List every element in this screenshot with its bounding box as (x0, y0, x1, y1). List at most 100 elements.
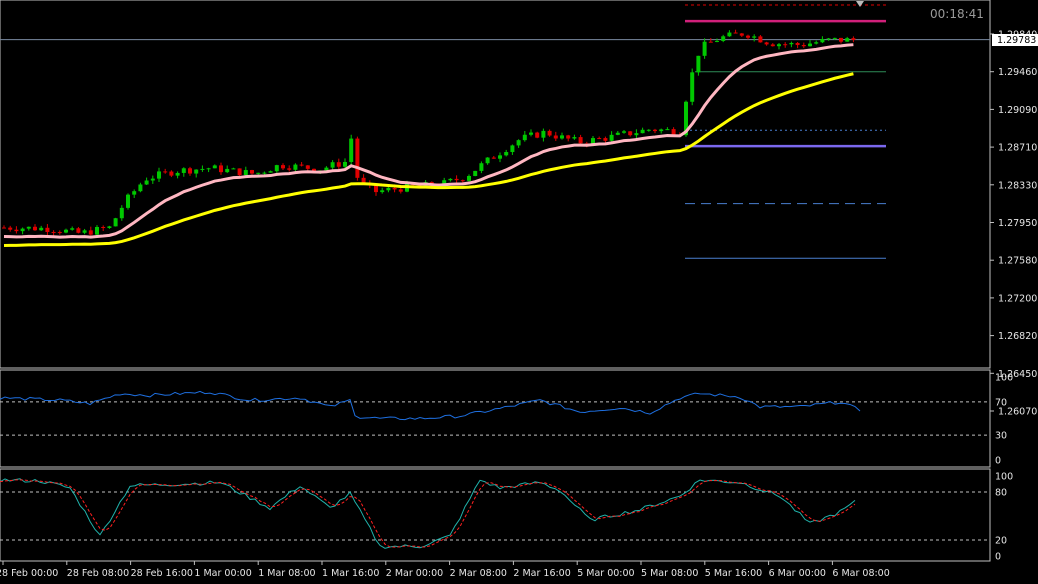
candle-body (126, 194, 130, 208)
price-tick-label: 1.26450 (998, 369, 1037, 380)
candle-body (671, 129, 676, 135)
svg-text:1.29783: 1.29783 (997, 35, 1036, 46)
candle-body (553, 135, 558, 139)
candle-body (188, 168, 192, 174)
stochastic-levels (0, 491, 990, 541)
candle-body (609, 134, 614, 141)
candle-body (82, 230, 87, 233)
horizontal-levels[interactable] (0, 4, 990, 259)
candle-body (293, 164, 298, 170)
moving-average-slow (3, 72, 854, 247)
price-tick-label: 1.27950 (998, 218, 1037, 229)
price-tick-label: 1.27200 (998, 293, 1037, 304)
time-tick-label: 1 Mar 00:00 (194, 568, 251, 579)
price-tick-label: 1.26820 (998, 331, 1037, 342)
candle-body (113, 218, 118, 227)
candle-body (746, 35, 750, 38)
candle-body (653, 129, 657, 132)
candle-body (733, 32, 738, 34)
candle-body (597, 138, 602, 140)
candle-body (770, 44, 775, 47)
shift-marker-icon[interactable] (856, 1, 864, 7)
candle-body (70, 228, 75, 230)
candle-body (206, 168, 211, 170)
candle-body (498, 155, 502, 159)
candle-body (200, 168, 205, 170)
candle-body (684, 101, 688, 136)
candle-body (460, 180, 465, 182)
stochastic-tick-label: 0 (995, 552, 1001, 563)
stochastic-tick-label: 100 (995, 472, 1013, 483)
rsi-tick-label: 100 (995, 373, 1013, 384)
candle-body (57, 232, 62, 234)
candle-body (256, 172, 261, 174)
price-tick-label: 1.28710 (998, 143, 1037, 154)
candle-body (26, 226, 31, 229)
candle-body (76, 228, 81, 233)
price-tick-label: 1.27580 (998, 256, 1037, 267)
candle-body (727, 32, 732, 37)
time-tick-label: 28 Feb 08:00 (67, 568, 129, 579)
candle-body (578, 137, 583, 144)
stochastic-main-line (0, 478, 856, 549)
candle-body (485, 157, 490, 164)
candle-body (287, 168, 292, 170)
candle-body (219, 165, 223, 173)
candle-body (529, 132, 533, 135)
candle-body (801, 45, 806, 47)
candle-body (312, 168, 316, 172)
stochastic-tick-label: 80 (995, 488, 1007, 499)
candle-body (665, 129, 670, 131)
candle-body (33, 226, 37, 231)
candle-body (330, 162, 335, 168)
candle-body (268, 171, 273, 173)
price-chart-panel[interactable]: 00:18:41 (0, 0, 991, 369)
candle-body (262, 172, 267, 174)
rsi-panel[interactable] (0, 369, 991, 468)
time-tick-label: 2 Mar 16:00 (513, 568, 570, 579)
price-tick-label: 1.26070 (998, 407, 1037, 418)
time-tick-label: 6 Mar 00:00 (769, 568, 826, 579)
time-tick-label: 1 Mar 16:00 (322, 568, 379, 579)
candle-body (138, 184, 143, 192)
candle-body (374, 184, 378, 193)
rsi-line (0, 390, 861, 421)
candle-body (851, 38, 856, 40)
candle-body (299, 164, 304, 166)
time-axis[interactable]: 28 Feb 00:00 28 Feb 08:00 28 Feb 16:00 1 Ma… (0, 561, 890, 579)
candle-body (826, 38, 831, 40)
candle-body (14, 229, 19, 232)
stochastic-panel[interactable] (0, 468, 991, 562)
candle-body (386, 187, 391, 191)
candle-body (603, 138, 608, 141)
candle-body (237, 168, 242, 176)
price-axis[interactable]: 1.298401.294601.290901.287101.283301.279… (990, 30, 1038, 418)
candle-body (795, 42, 800, 46)
candle-body (702, 41, 707, 56)
price-tick-label: 1.29090 (998, 105, 1037, 116)
rsi-axis: 100 70 30 0 (995, 373, 1013, 467)
rsi-tick-label: 30 (995, 431, 1007, 442)
candle-body (163, 171, 168, 173)
candle-body (95, 226, 99, 235)
candle-body (51, 231, 56, 233)
time-tick-label: 28 Feb 00:00 (0, 568, 58, 579)
candle-body (212, 165, 217, 169)
candle-body (504, 152, 509, 156)
candle-body (144, 180, 149, 185)
candle-body (832, 37, 837, 39)
time-tick-label: 28 Feb 16:00 (131, 568, 193, 579)
candle-body (119, 207, 124, 219)
candle-body (305, 165, 310, 169)
candle-body (8, 227, 13, 230)
moving-average-fast (3, 43, 854, 239)
candle-body (510, 145, 515, 153)
candle-body (541, 130, 546, 138)
candle-body (839, 37, 843, 42)
candle-body (479, 163, 484, 171)
candle-body (622, 131, 626, 133)
moving-averages (3, 43, 854, 247)
candle-body (789, 42, 794, 45)
rsi-tick-label: 70 (995, 397, 1007, 408)
